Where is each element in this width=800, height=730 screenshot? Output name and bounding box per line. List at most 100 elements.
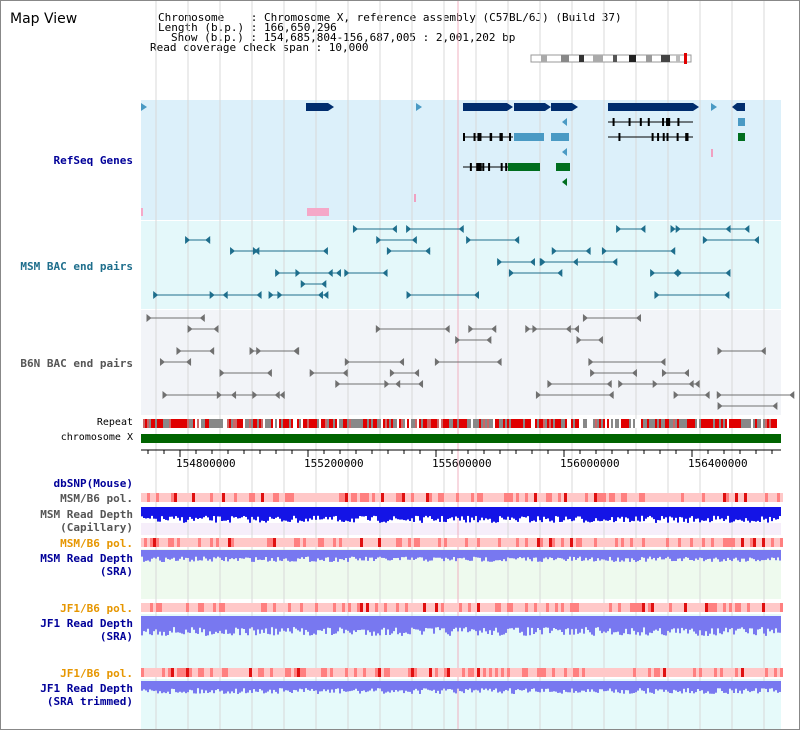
track-label-msm-pol[interactable]: MSM/B6 pol.: [60, 492, 133, 505]
depth-bar: [527, 616, 529, 628]
depth-bar: [239, 681, 241, 693]
depth-bar: [529, 550, 531, 560]
depth-bar: [697, 550, 699, 560]
depth-bar: [407, 681, 409, 692]
depth-bar: [253, 550, 255, 562]
bac-end-arrow: [582, 314, 588, 322]
depth-bar: [483, 616, 485, 629]
track-label-dbsnp[interactable]: dbSNP(Mouse): [53, 477, 133, 490]
polymorphism-block: [237, 668, 240, 677]
depth-bar: [421, 507, 423, 523]
polymorphism-block: [264, 668, 267, 677]
depth-bar: [673, 616, 675, 629]
depth-bar: [451, 616, 453, 632]
track-label-jf1-pol[interactable]: JF1/B6 pol.: [60, 602, 133, 615]
depth-bar: [623, 507, 625, 522]
repeat-block: [713, 419, 715, 428]
repeat-block: [441, 419, 443, 428]
repeat-block: [659, 419, 661, 428]
polymorphism-block: [543, 668, 546, 677]
repeat-block: [559, 419, 561, 428]
depth-bar: [495, 616, 497, 628]
depth-bar: [707, 681, 709, 692]
depth-bar: [229, 550, 231, 560]
depth-bar: [725, 507, 727, 520]
polymorphism-block: [459, 668, 462, 677]
depth-bar: [279, 681, 281, 689]
polymorphism-block: [573, 668, 576, 677]
repeat-block: [593, 419, 595, 428]
depth-bar: [179, 616, 181, 633]
polymorphism-block: [192, 493, 195, 502]
depth-bar: [589, 616, 591, 633]
track-label-msm-depth-sra[interactable]: MSM Read Depth (SRA): [40, 552, 133, 578]
polymorphism-block: [357, 668, 360, 677]
depth-bar: [473, 507, 475, 521]
depth-bar: [717, 550, 719, 560]
bac-end-arrow: [753, 236, 759, 244]
depth-bar: [359, 550, 361, 559]
repeat-block: [739, 419, 741, 428]
polymorphism-block: [372, 668, 375, 677]
depth-bar: [331, 616, 333, 636]
depth-bar: [519, 550, 521, 558]
depth-bar: [513, 681, 515, 694]
repeat-block: [607, 419, 609, 428]
depth-bar: [211, 681, 213, 691]
depth-bar: [257, 550, 259, 560]
polymorphism-block: [183, 668, 186, 677]
depth-bar: [501, 616, 503, 635]
polymorphism-block: [231, 493, 234, 502]
track-label-msm-pol-2[interactable]: MSM/B6 pol.: [60, 537, 133, 550]
depth-bar: [605, 681, 607, 692]
track-label-jf1-pol-2[interactable]: JF1/B6 pol.: [60, 667, 133, 680]
depth-bar: [535, 681, 537, 692]
depth-bar: [381, 507, 383, 523]
depth-bar: [471, 550, 473, 561]
refseq-track-bg: [141, 100, 781, 220]
depth-bar: [749, 550, 751, 558]
track-label-refseq[interactable]: RefSeq Genes: [53, 154, 133, 167]
track-label-msm-depth-capillary[interactable]: MSM Read Depth (Capillary): [40, 508, 133, 534]
depth-bar: [325, 616, 327, 634]
repeat-block: [399, 419, 401, 428]
polymorphism-block: [417, 538, 420, 547]
polymorphism-block: [528, 538, 531, 547]
depth-bar: [389, 550, 391, 561]
depth-bar: [473, 550, 475, 557]
repeat-block: [149, 419, 151, 428]
polymorphism-block: [273, 668, 276, 677]
track-label-b6n-bac[interactable]: B6N BAC end pairs: [20, 357, 133, 370]
polymorphism-block: [684, 493, 687, 502]
polymorphism-block: [486, 668, 489, 677]
polymorphism-block: [366, 668, 369, 677]
depth-bar: [705, 681, 707, 693]
depth-bar: [631, 507, 633, 521]
depth-bar: [307, 616, 309, 632]
polymorphism-block: [492, 668, 495, 677]
depth-bar: [483, 507, 485, 521]
depth-bar: [341, 616, 343, 629]
depth-bar: [657, 616, 659, 631]
depth-bar: [685, 507, 687, 519]
depth-bar: [659, 550, 661, 557]
track-label-msm-bac[interactable]: MSM BAC end pairs: [20, 260, 133, 273]
polymorphism-block: [507, 493, 510, 502]
polymorphism-block: [558, 538, 561, 547]
polymorphism-block: [672, 668, 675, 677]
bac-end-arrow: [176, 347, 182, 355]
depth-bar: [513, 616, 515, 630]
repeat-block: [511, 419, 513, 428]
bac-end-arrow: [716, 391, 722, 399]
depth-bar: [329, 681, 331, 693]
track-label-jf1-depth-sra[interactable]: JF1 Read Depth (SRA): [40, 617, 133, 643]
polymorphism-block: [528, 603, 531, 612]
polymorphism-block: [276, 538, 279, 547]
track-label-jf1-depth-trimmed[interactable]: JF1 Read Depth (SRA trimmed): [40, 682, 133, 708]
gene-exon: [639, 118, 642, 126]
polymorphism-block: [705, 603, 708, 612]
gene-arrow: [572, 103, 578, 111]
gene-exon: [479, 163, 482, 171]
depth-bar: [237, 550, 239, 561]
